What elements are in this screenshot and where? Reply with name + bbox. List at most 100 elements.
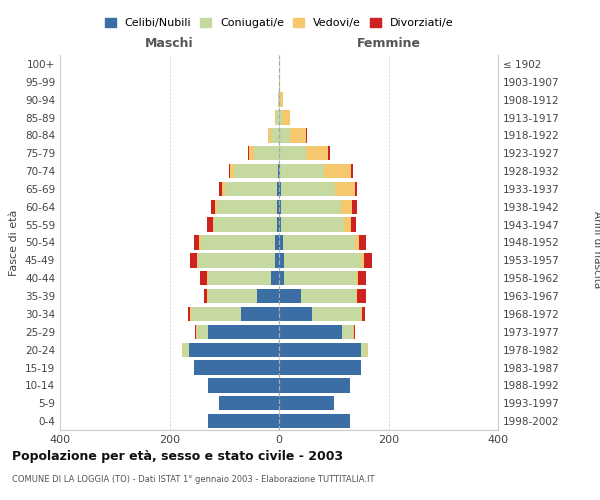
Bar bbox=[281, 182, 335, 196]
Bar bbox=[188, 342, 279, 357]
Bar bbox=[361, 253, 364, 268]
Bar bbox=[357, 289, 365, 303]
Bar bbox=[188, 307, 190, 321]
Bar bbox=[207, 271, 208, 285]
Text: Popolazione per età, sesso e stato civile - 2003: Popolazione per età, sesso e stato civil… bbox=[12, 450, 343, 463]
Bar bbox=[194, 324, 196, 339]
Bar bbox=[279, 342, 361, 357]
Bar bbox=[268, 128, 271, 142]
Bar bbox=[204, 289, 207, 303]
Bar bbox=[312, 307, 361, 321]
Bar bbox=[290, 128, 307, 142]
Bar bbox=[220, 182, 222, 196]
Bar bbox=[200, 271, 207, 285]
Text: COMUNE DI LA LOGGIA (TO) - Dati ISTAT 1° gennaio 2003 - Elaborazione TUTTITALIA.: COMUNE DI LA LOGGIA (TO) - Dati ISTAT 1°… bbox=[12, 475, 374, 484]
Bar bbox=[342, 324, 353, 339]
Bar bbox=[229, 164, 230, 178]
Bar bbox=[275, 110, 276, 124]
Bar bbox=[284, 271, 356, 285]
Bar bbox=[279, 378, 350, 392]
Bar bbox=[199, 236, 201, 250]
Bar bbox=[194, 236, 199, 250]
Bar bbox=[351, 164, 353, 178]
Bar bbox=[282, 110, 290, 124]
Bar bbox=[196, 324, 197, 339]
Bar bbox=[277, 182, 279, 196]
Bar bbox=[355, 236, 359, 250]
Bar bbox=[249, 146, 254, 160]
Bar bbox=[279, 396, 334, 410]
Bar bbox=[213, 218, 214, 232]
Bar bbox=[279, 92, 280, 107]
Bar bbox=[359, 236, 365, 250]
Bar bbox=[356, 271, 358, 285]
Bar bbox=[207, 289, 208, 303]
Bar bbox=[208, 378, 279, 392]
Bar bbox=[277, 200, 279, 214]
Bar bbox=[279, 74, 280, 89]
Bar bbox=[275, 236, 279, 250]
Bar bbox=[279, 110, 282, 124]
Bar bbox=[279, 182, 281, 196]
Bar bbox=[278, 92, 279, 107]
Bar bbox=[278, 164, 279, 178]
Bar bbox=[279, 146, 307, 160]
Bar bbox=[281, 218, 344, 232]
Bar bbox=[241, 307, 279, 321]
Bar bbox=[208, 271, 271, 285]
Bar bbox=[275, 253, 279, 268]
Bar bbox=[301, 289, 356, 303]
Bar bbox=[335, 182, 355, 196]
Bar bbox=[281, 200, 341, 214]
Bar bbox=[248, 146, 249, 160]
Bar bbox=[341, 200, 352, 214]
Legend: Celibi/Nubili, Coniugati/e, Vedovi/e, Divorziati/e: Celibi/Nubili, Coniugati/e, Vedovi/e, Di… bbox=[103, 16, 455, 30]
Text: Femmine: Femmine bbox=[356, 36, 421, 50]
Bar bbox=[234, 164, 278, 178]
Bar bbox=[353, 324, 354, 339]
Bar bbox=[208, 414, 279, 428]
Bar bbox=[344, 218, 351, 232]
Bar bbox=[279, 200, 281, 214]
Bar bbox=[211, 200, 215, 214]
Bar bbox=[208, 324, 279, 339]
Bar bbox=[279, 253, 284, 268]
Bar bbox=[226, 182, 277, 196]
Bar bbox=[279, 289, 301, 303]
Bar bbox=[280, 92, 283, 107]
Bar bbox=[222, 182, 226, 196]
Bar bbox=[279, 307, 312, 321]
Bar bbox=[361, 307, 362, 321]
Bar bbox=[364, 253, 372, 268]
Bar bbox=[215, 200, 217, 214]
Bar bbox=[254, 146, 279, 160]
Bar bbox=[351, 218, 356, 232]
Bar bbox=[208, 289, 257, 303]
Bar bbox=[276, 110, 279, 124]
Bar bbox=[361, 342, 367, 357]
Bar bbox=[283, 236, 355, 250]
Bar bbox=[219, 396, 279, 410]
Bar bbox=[362, 307, 365, 321]
Bar bbox=[279, 271, 284, 285]
Bar bbox=[352, 200, 357, 214]
Bar bbox=[328, 146, 330, 160]
Bar bbox=[207, 218, 213, 232]
Y-axis label: Fasce di età: Fasce di età bbox=[10, 210, 19, 276]
Text: Maschi: Maschi bbox=[145, 36, 194, 50]
Bar bbox=[201, 236, 275, 250]
Bar bbox=[280, 164, 324, 178]
Bar bbox=[279, 164, 280, 178]
Bar bbox=[279, 324, 342, 339]
Text: Anni di nascita: Anni di nascita bbox=[592, 212, 600, 288]
Bar bbox=[197, 324, 208, 339]
Bar bbox=[190, 307, 191, 321]
Bar bbox=[271, 128, 279, 142]
Bar bbox=[355, 182, 357, 196]
Bar bbox=[230, 164, 234, 178]
Bar bbox=[324, 164, 351, 178]
Bar bbox=[257, 289, 279, 303]
Bar bbox=[198, 253, 275, 268]
Bar bbox=[279, 360, 361, 374]
Bar bbox=[307, 146, 328, 160]
